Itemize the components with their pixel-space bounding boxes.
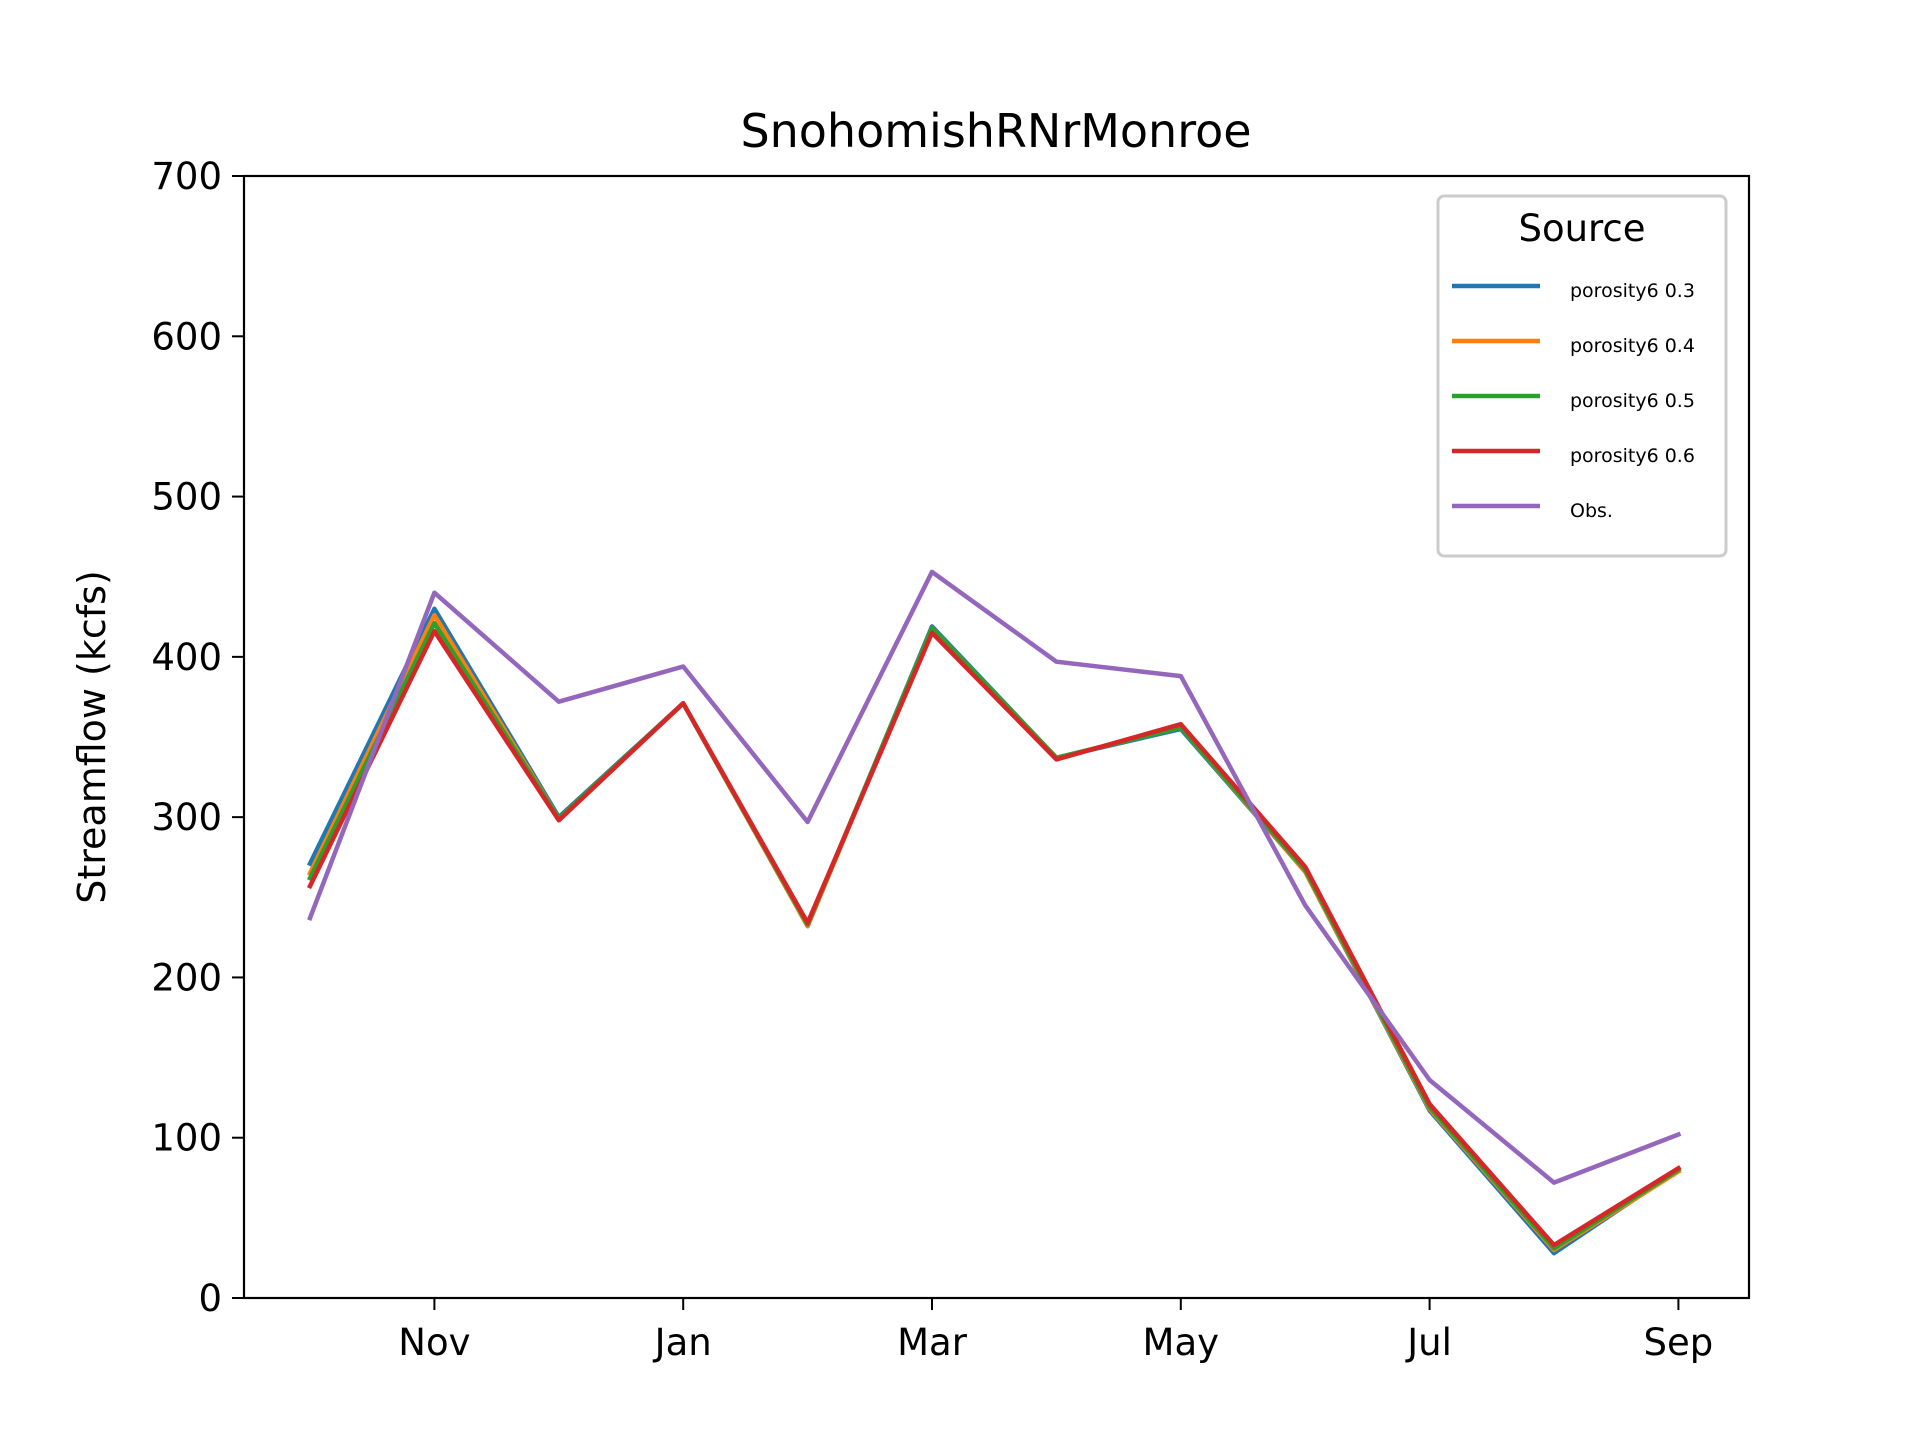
- y-tick-label: 700: [151, 155, 222, 198]
- y-tick-label: 100: [151, 1117, 222, 1160]
- legend: Source porosity6 0.3 porosity6 0.4 porosity…: [1436, 194, 1728, 558]
- y-tick-label: 200: [151, 956, 222, 999]
- x-tick-label: Mar: [897, 1321, 968, 1364]
- y-tick-label: 300: [151, 796, 222, 839]
- axes: 0 100 200 300 400 500 600 700 Nov Jan Mar May Jul Sep: [151, 155, 1751, 1364]
- axes-frame: [242, 174, 1751, 1300]
- legend-label: porosity6 0.3: [1570, 280, 1695, 302]
- x-tick-label: Jul: [1405, 1321, 1452, 1364]
- chart-title: SnohomishRNrMonroe: [740, 104, 1251, 158]
- x-tick-label: Nov: [398, 1321, 470, 1364]
- legend-label: porosity6 0.4: [1570, 335, 1695, 357]
- y-tick-label: 400: [151, 636, 222, 679]
- y-axis-label: Streamflow (kcfs): [70, 570, 114, 904]
- plot-area: [306, 569, 1682, 1256]
- series-line-4: [306, 628, 1682, 1248]
- x-tick-label: Jan: [653, 1321, 712, 1364]
- legend-label: Obs.: [1570, 500, 1613, 522]
- series-line-5: [307, 569, 1682, 1185]
- legend-label: porosity6 0.5: [1570, 390, 1695, 412]
- y-tick-label: 600: [151, 315, 222, 358]
- legend-label: porosity6 0.6: [1570, 445, 1695, 467]
- x-tick-label: May: [1143, 1321, 1220, 1364]
- x-tick-label: Sep: [1644, 1321, 1714, 1364]
- y-tick-label: 500: [151, 476, 222, 519]
- y-tick-label: 0: [198, 1277, 222, 1320]
- legend-title: Source: [1518, 207, 1645, 250]
